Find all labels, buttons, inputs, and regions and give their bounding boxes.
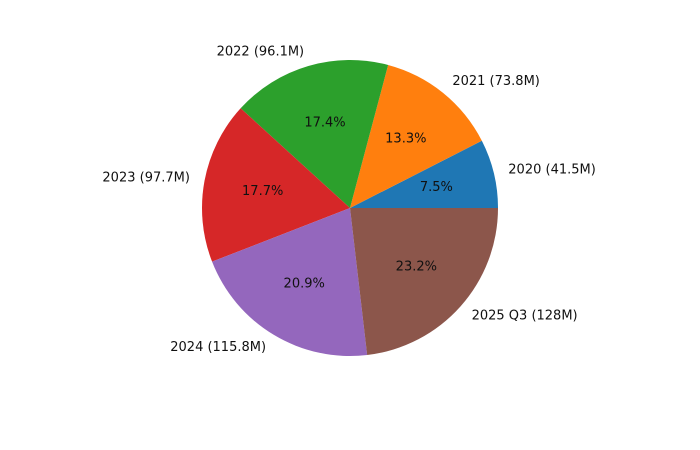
slice-label: 2022 (96.1M) bbox=[217, 44, 305, 59]
slice-percent-label: 20.9% bbox=[284, 277, 325, 292]
slice-percent-label: 13.3% bbox=[385, 131, 426, 146]
slice-label: 2020 (41.5M) bbox=[508, 162, 596, 177]
slice-label: 2025 Q3 (128M) bbox=[472, 309, 578, 324]
slice-label: 2024 (115.8M) bbox=[170, 340, 266, 355]
pie-slice bbox=[350, 64, 482, 208]
slice-label: 2023 (97.7M) bbox=[102, 171, 190, 186]
pie-slice bbox=[350, 208, 498, 356]
pie-slice bbox=[350, 140, 498, 208]
slice-percent-label: 17.4% bbox=[304, 115, 345, 130]
pie-slice bbox=[240, 60, 389, 209]
slice-label: 2021 (73.8M) bbox=[452, 74, 540, 89]
slice-percent-label: 17.7% bbox=[242, 184, 283, 199]
slice-percent-label: 7.5% bbox=[420, 180, 453, 195]
slice-percent-label: 23.2% bbox=[396, 260, 437, 275]
pie-slice bbox=[202, 108, 350, 262]
pie-slice bbox=[212, 208, 368, 356]
